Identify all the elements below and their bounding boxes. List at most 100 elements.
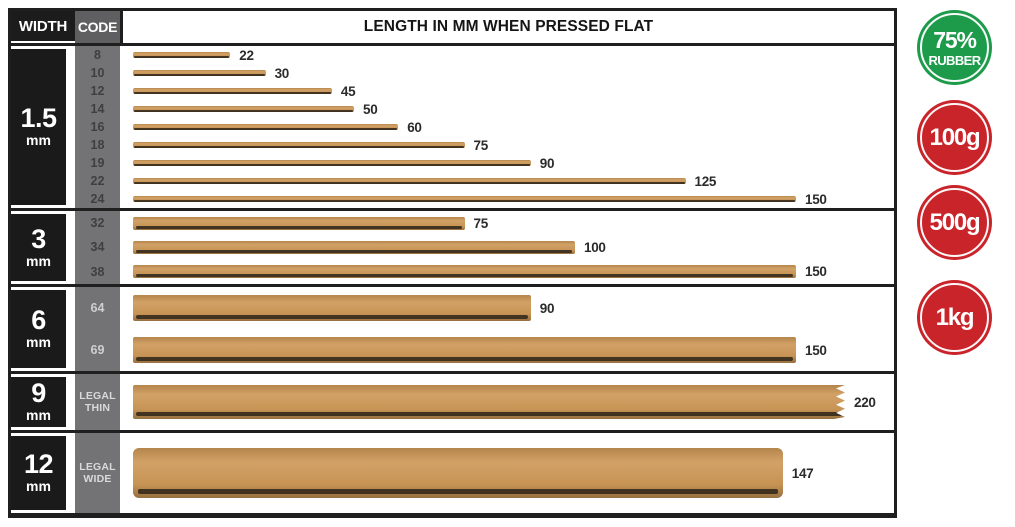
length-value-label: 60 [407, 119, 422, 135]
code-label: 22 [90, 173, 105, 188]
code-label: LEGAL [79, 460, 116, 473]
code-cell: 14 [75, 100, 120, 118]
section-1.5mm: 1.5 mm 8 22 10 30 12 45 14 50 16 60 18 75 19 90 22 125 24 1… [11, 46, 894, 211]
length-bar [133, 106, 354, 112]
code-cell: 16 [75, 118, 120, 136]
code-label: 12 [90, 83, 105, 98]
bar-row: 16 60 [75, 118, 894, 136]
width-cell: 1.5 mm [11, 49, 66, 205]
width-cell: 12 mm [11, 436, 66, 510]
code-label: THIN [84, 402, 111, 414]
length-bar [133, 216, 465, 230]
badge-500g: 500g [917, 185, 992, 260]
width-cell: 9 mm [11, 377, 66, 427]
bar-row: LEGAL WIDE 147 [75, 433, 894, 513]
length-value-label: 125 [694, 173, 717, 189]
width-cell: 3 mm [11, 214, 66, 281]
bar-cell: 100 [120, 235, 894, 260]
length-bar [133, 88, 332, 94]
code-cell: 34 [75, 235, 120, 260]
width-cell: 6 mm [11, 290, 66, 368]
code-label: 16 [90, 119, 105, 134]
bar-cell: 125 [120, 172, 894, 190]
code-label: 38 [90, 264, 105, 279]
code-cell: 32 [75, 211, 120, 236]
code-label: 34 [90, 240, 105, 255]
bar-row: 12 45 [75, 82, 894, 100]
width-value: 1.5 [20, 103, 57, 134]
code-label: 18 [90, 137, 105, 152]
code-cell: 8 [75, 46, 120, 64]
length-bar [133, 240, 575, 254]
bar-row: 19 90 [75, 154, 894, 172]
bar-cell: 60 [120, 118, 894, 136]
badge-text: RUBBER [928, 52, 981, 68]
length-column-header: LENGTH IN MM WHEN PRESSED FLAT [120, 11, 894, 43]
length-bar [133, 196, 796, 202]
bar-row: 10 30 [75, 64, 894, 82]
section-9mm: 9 mm LEGAL THIN 220 [11, 374, 894, 433]
section-3mm: 3 mm 32 75 34 100 38 150 [11, 211, 894, 287]
code-cell: 64 [75, 287, 120, 329]
code-label: 69 [90, 342, 105, 357]
bar-row: 14 50 [75, 100, 894, 118]
bar-cell: 220 [120, 374, 894, 430]
length-value-label: 75 [473, 137, 489, 153]
length-bar [133, 124, 399, 130]
width-column-header: WIDTH [11, 11, 75, 41]
width-unit: mm [26, 407, 51, 424]
code-label: 32 [90, 215, 105, 230]
length-bar [133, 265, 796, 279]
bar-row: 8 22 [75, 46, 894, 64]
code-cell: 22 [75, 172, 120, 190]
badge-text: 1kg [935, 303, 975, 331]
badge-100g: 100g [917, 100, 992, 175]
length-value-label: 220 [854, 394, 876, 410]
length-bar [133, 70, 266, 76]
badge-text: 500g [929, 208, 981, 236]
bar-row: 64 90 [75, 287, 894, 329]
length-value-label: 30 [274, 65, 290, 81]
code-cell: 18 [75, 136, 120, 154]
width-value: 9 [31, 378, 46, 409]
code-cell: 10 [75, 64, 120, 82]
length-bar [133, 52, 231, 58]
width-value: 12 [23, 449, 54, 480]
bar-cell: 150 [120, 190, 894, 208]
length-value-label: 90 [539, 155, 555, 171]
code-label: 64 [90, 300, 105, 315]
length-bar [133, 178, 686, 184]
width-value: 3 [31, 223, 46, 254]
bar-row: LEGAL THIN 220 [75, 374, 894, 430]
code-cell: 38 [75, 259, 120, 284]
length-value-label: 75 [473, 215, 489, 231]
code-label: 14 [90, 101, 105, 116]
code-cell: 69 [75, 329, 120, 371]
bar-row: 18 75 [75, 136, 894, 154]
length-value-label: 147 [791, 465, 814, 481]
bar-cell: 50 [120, 100, 894, 118]
code-column-header: CODE [75, 11, 120, 43]
code-cell: 24 [75, 190, 120, 208]
section-rows: LEGAL THIN 220 [75, 374, 894, 430]
bar-cell: 30 [120, 64, 894, 82]
section-rows: LEGAL WIDE 147 [75, 433, 894, 513]
code-cell: 19 [75, 154, 120, 172]
bar-cell: 22 [120, 46, 894, 64]
section-12mm: 12 mm LEGAL WIDE 147 [11, 433, 894, 513]
table-body: 1.5 mm 8 22 10 30 12 45 14 50 16 60 18 75 19 90 22 125 24 1… [11, 46, 894, 513]
length-bar [133, 160, 531, 166]
badge-text: 75% [933, 26, 977, 53]
length-bar [133, 448, 783, 498]
code-label: WIDE [83, 473, 112, 485]
bar-cell: 150 [120, 259, 894, 284]
code-cell: LEGAL THIN [75, 374, 120, 430]
bar-cell: 90 [120, 154, 894, 172]
length-value-label: 100 [584, 239, 606, 255]
width-unit: mm [26, 334, 51, 351]
length-value-label: 150 [805, 191, 827, 207]
code-label: 10 [90, 65, 105, 80]
width-unit: mm [26, 252, 51, 269]
length-value-label: 50 [363, 101, 378, 117]
bar-cell: 147 [120, 433, 894, 513]
